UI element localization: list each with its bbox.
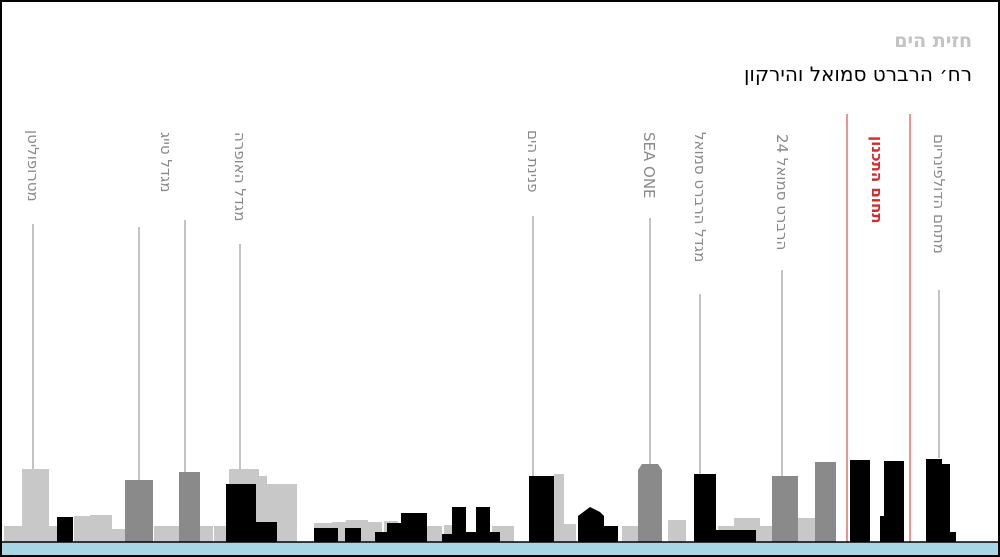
- label-tag-tower: מגדל טייג: [157, 132, 175, 193]
- header: חזית הים רח׳ הרברט סמואל והירקון: [744, 30, 972, 86]
- label-dolphinarium: מתחם הדולפינריום: [930, 134, 948, 254]
- ground-strip: [2, 542, 998, 555]
- planning-boundaries: [846, 114, 911, 542]
- highlighted-buildings: [57, 459, 956, 542]
- diagram-title: רח׳ הרברט סמואל והירקון: [743, 62, 972, 86]
- diagram-subtitle: חזית הים: [894, 30, 972, 52]
- leader-lines: [32, 216, 940, 484]
- label-metropolitan: מטרופוליטן: [24, 130, 42, 202]
- label-opera-tower: מגדל האופרה: [231, 132, 249, 222]
- label-pninat-hayam: פנינת הים: [524, 130, 542, 193]
- label-herbert-samuel-24: הרברט סמואל 24: [773, 134, 791, 251]
- label-herbert-samuel-tower: מגדל הרברט סמואל: [691, 132, 709, 263]
- label-planning-area: תחום התכנון: [868, 136, 886, 224]
- existing-buildings: [125, 462, 836, 542]
- label-sea-one: SEA ONE: [640, 132, 658, 199]
